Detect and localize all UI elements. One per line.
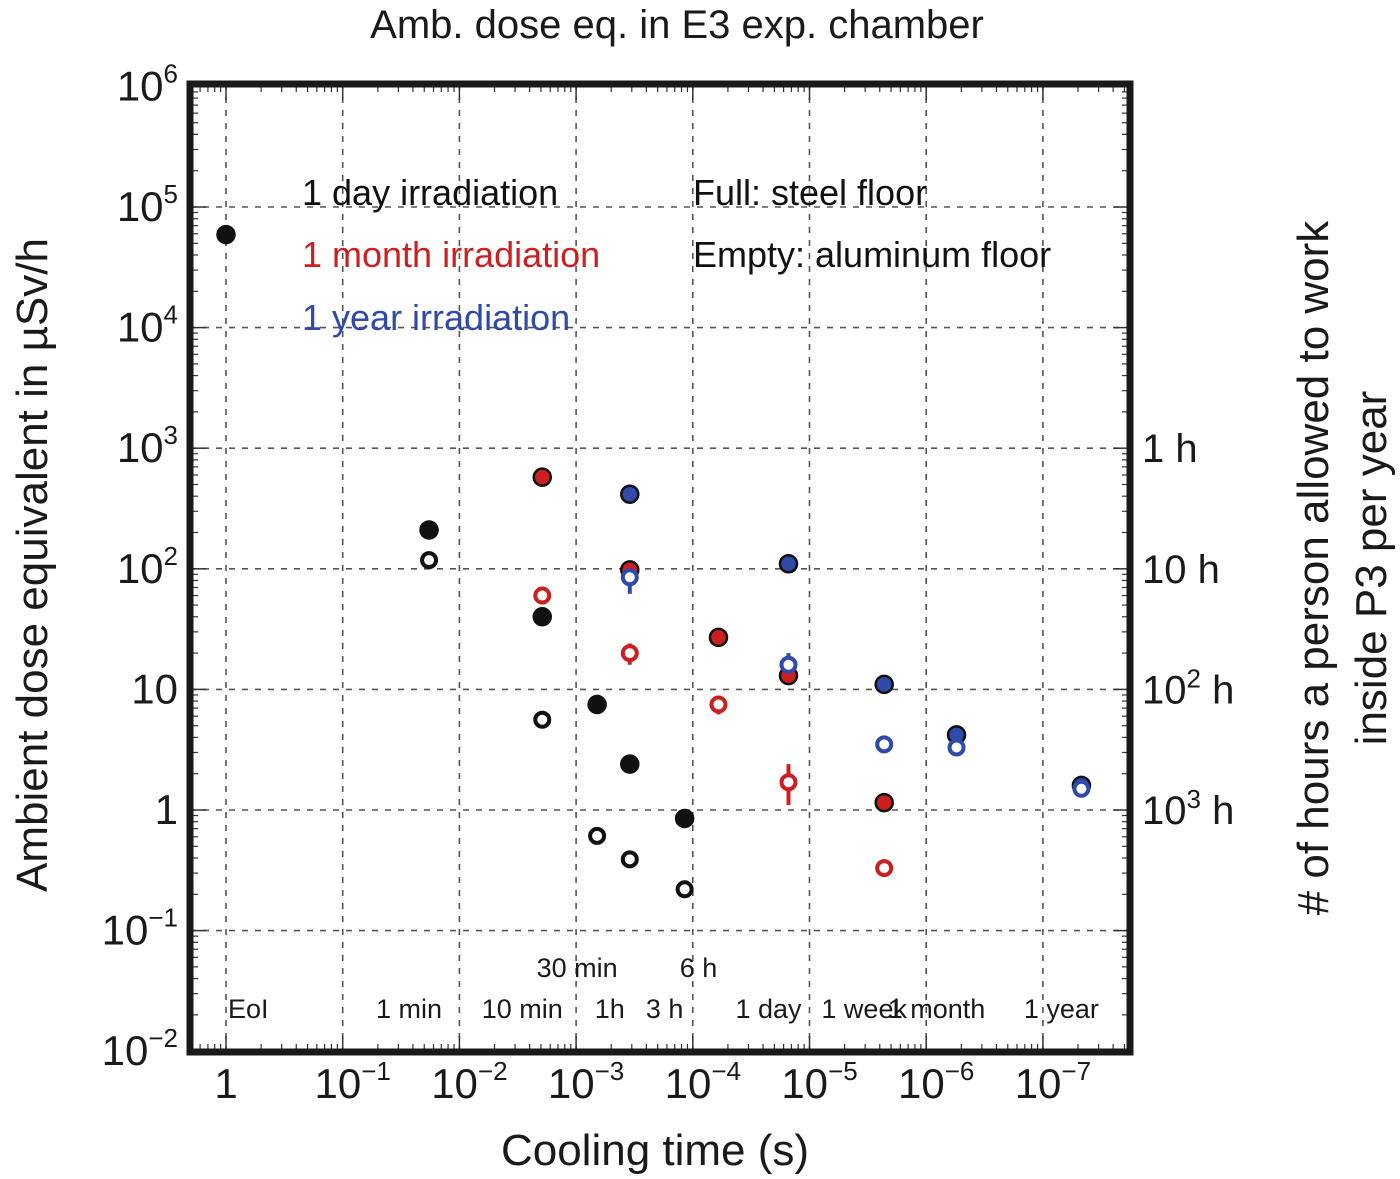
data-point-full xyxy=(532,607,553,627)
y-tick-label: 103 xyxy=(117,420,178,471)
series-aluminum-floor xyxy=(533,586,894,878)
time-label: 30 min xyxy=(537,953,618,983)
data-point-empty xyxy=(779,655,798,674)
right-axis-title-line1: # of hours a person allowed to work xyxy=(1289,220,1338,916)
y-tick-label: 1 xyxy=(155,786,178,833)
time-label: 1 year xyxy=(1024,994,1099,1024)
x-tick-label: 10−2 xyxy=(431,1056,507,1107)
time-label: 1h xyxy=(595,994,625,1024)
legend-entry-1year: 1 year irradiation xyxy=(302,297,570,338)
data-point-empty xyxy=(620,644,639,663)
data-point-empty xyxy=(533,586,552,605)
series-aluminum-floor xyxy=(420,551,694,899)
data-point-full xyxy=(620,484,640,505)
x-tick-label: 10−1 xyxy=(315,1056,391,1107)
x-axis-title: Cooling time (s) xyxy=(501,1126,809,1175)
x-tick-label: 10−6 xyxy=(898,1056,974,1107)
series-aluminum-floor xyxy=(620,568,1091,798)
data-point-full xyxy=(708,627,729,648)
x-tick-label: 10−5 xyxy=(781,1056,857,1107)
data-point-empty xyxy=(533,710,552,729)
legend-entry-1month: 1 month irradiation xyxy=(302,234,600,275)
data-point-full xyxy=(620,754,640,774)
time-label: 1 month xyxy=(888,994,986,1024)
data-point-empty xyxy=(675,880,694,899)
data-point-full xyxy=(778,554,799,574)
right-tick-labels: 1 h 10 h 102 h 103 h xyxy=(1142,427,1234,833)
data-point-full xyxy=(874,674,894,695)
y-axis-title: Ambient dose equivalent in µSv/h xyxy=(8,238,57,892)
time-label: 10 min xyxy=(482,994,563,1024)
time-label: 6 h xyxy=(680,953,718,983)
right-tick-label: 102 h xyxy=(1142,663,1234,712)
time-label: 1 week xyxy=(821,994,907,1024)
data-points xyxy=(216,224,1092,899)
plot-frame xyxy=(186,80,1134,1056)
y-tick-label: 105 xyxy=(117,179,178,230)
x-tick-label: 10−4 xyxy=(665,1056,741,1107)
time-label: EoI xyxy=(228,994,269,1024)
data-point-empty xyxy=(588,826,607,845)
data-point-full xyxy=(587,694,607,715)
y-tick-label: 10−1 xyxy=(102,903,178,954)
y-tick-label: 106 xyxy=(117,58,178,109)
legend-note-empty: Empty: aluminum floor xyxy=(693,234,1051,275)
data-point-full xyxy=(874,792,894,813)
data-point-empty xyxy=(875,859,894,878)
grid-lines xyxy=(190,84,1130,1052)
right-tick-label: 1 h xyxy=(1142,427,1198,471)
data-point-full xyxy=(216,224,236,245)
data-point-empty xyxy=(779,773,798,792)
x-tick-label: 1 xyxy=(214,1060,237,1107)
x-tick-label: 10−7 xyxy=(1015,1056,1091,1107)
right-tick-label: 103 h xyxy=(1142,784,1234,833)
series-steel-floor xyxy=(216,224,695,829)
x-tick-label: 10−3 xyxy=(548,1056,624,1107)
data-point-empty xyxy=(947,738,966,757)
data-point-empty xyxy=(875,735,894,754)
data-point-empty xyxy=(620,568,639,587)
y-tick-label: 10 xyxy=(131,665,178,712)
time-label: 1 min xyxy=(376,994,442,1024)
data-point-full xyxy=(532,467,553,487)
legend-note-full: Full: steel floor xyxy=(693,172,927,213)
y-tick-label: 10−2 xyxy=(102,1023,178,1074)
right-tick-label: 10 h xyxy=(1142,548,1220,592)
series-steel-floor xyxy=(620,484,1092,796)
data-point-full xyxy=(674,808,695,829)
chart-title: Amb. dose eq. in E3 exp. chamber xyxy=(370,3,984,47)
legend-entry-1day: 1 day irradiation xyxy=(302,172,558,213)
time-label: 1 day xyxy=(735,994,802,1024)
data-point-empty xyxy=(420,551,439,570)
legend: 1 day irradiation 1 month irradiation 1 … xyxy=(302,172,1051,338)
x-tick-labels: 1 10−1 10−2 10−3 10−4 10−5 10−6 10−7 xyxy=(214,1056,1091,1107)
time-label: 3 h xyxy=(646,994,684,1024)
y-tick-label: 104 xyxy=(117,300,178,351)
y-tick-label: 102 xyxy=(117,541,178,592)
data-point-empty xyxy=(709,695,728,714)
data-point-empty xyxy=(1072,779,1091,798)
data-point-full xyxy=(419,520,439,540)
series-steel-floor xyxy=(532,467,894,813)
right-axis-title-line2: inside P3 per year xyxy=(1347,391,1396,746)
data-point-empty xyxy=(620,850,639,869)
